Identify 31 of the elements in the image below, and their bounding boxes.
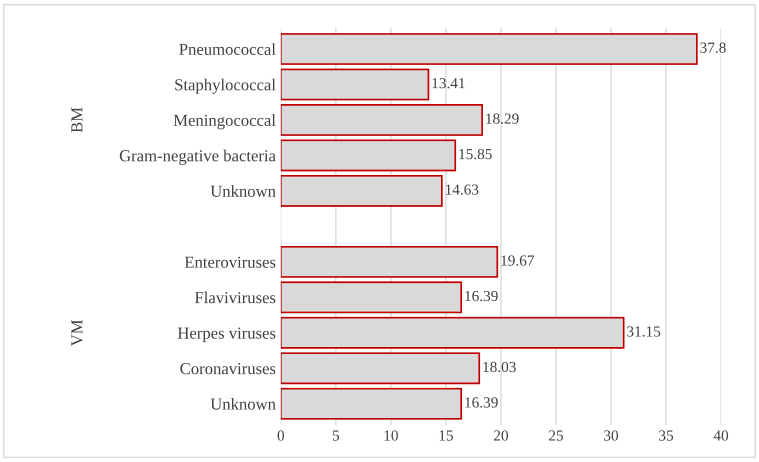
y-tick-label: Enteroviruses xyxy=(184,256,276,268)
data-label: 13.41 xyxy=(432,78,465,88)
text: VM xyxy=(71,320,83,346)
data-label: 14.63 xyxy=(446,184,478,195)
y-tick-label: Gram-negative bacteria xyxy=(120,150,276,165)
y-tick-label: Pneumococcal xyxy=(179,43,276,55)
y-tick-label: Staphylococcal xyxy=(175,78,276,94)
data-label: 19.67 xyxy=(501,255,534,266)
x-tick-label: 35 xyxy=(659,430,674,441)
y-tick-label: Flaviviruses xyxy=(194,292,276,304)
x-tick-label: 0 xyxy=(278,430,284,441)
y-tick-label: Meningococcal xyxy=(174,114,276,130)
data-label: 18.03 xyxy=(483,362,516,372)
y-tick-label: Unknown xyxy=(210,398,276,410)
x-tick-label: 40 xyxy=(714,430,728,441)
data-label: 15.85 xyxy=(459,148,492,160)
x-tick-label: 20 xyxy=(494,430,508,441)
x-tick-label: 10 xyxy=(384,430,398,441)
data-label: 16.39 xyxy=(465,397,498,408)
data-label: 31.15 xyxy=(627,326,660,337)
y-tick-label: Herpes viruses xyxy=(178,328,276,342)
y-tick-label: Coronaviruses xyxy=(180,363,276,374)
x-tick-label: 15 xyxy=(440,430,453,441)
data-label: 16.39 xyxy=(465,290,498,302)
text: BM xyxy=(71,107,82,132)
data-label: 18.29 xyxy=(486,113,519,124)
x-tick-label: 25 xyxy=(549,430,564,441)
y-tick-label: Unknown xyxy=(210,185,276,197)
x-tick-label: 30 xyxy=(604,430,618,441)
x-tick-label: 5 xyxy=(332,430,340,441)
data-label: 37.8 xyxy=(700,42,726,53)
